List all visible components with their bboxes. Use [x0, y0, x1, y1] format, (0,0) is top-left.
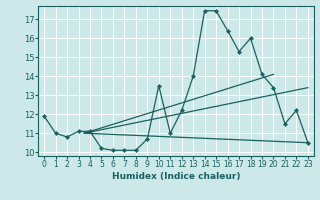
X-axis label: Humidex (Indice chaleur): Humidex (Indice chaleur)	[112, 172, 240, 181]
